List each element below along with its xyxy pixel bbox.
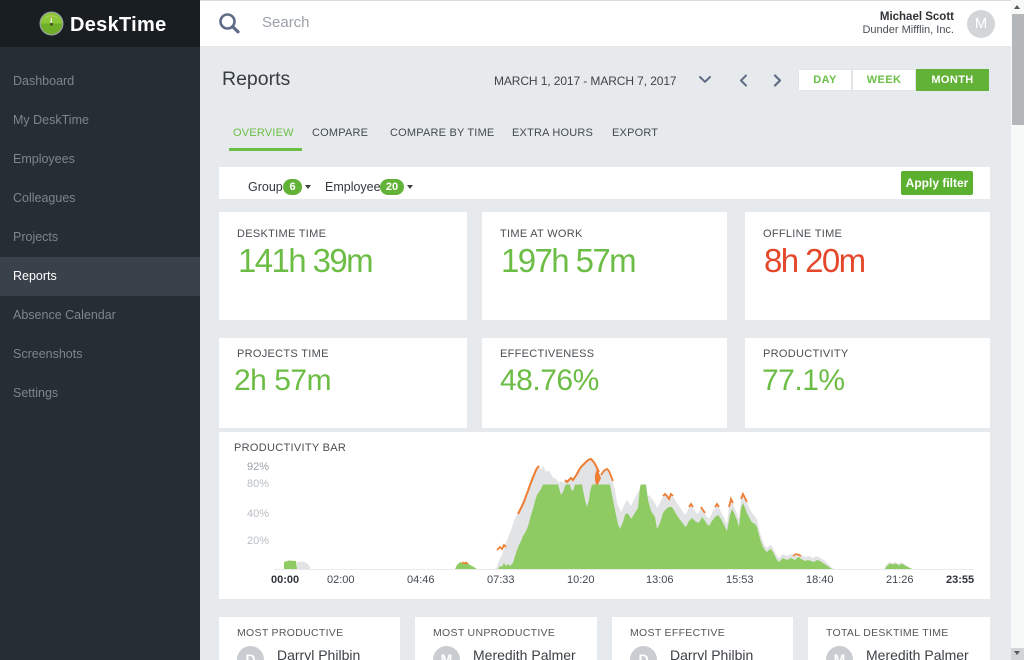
svg-text:40%: 40% [247, 508, 269, 520]
svg-text:80%: 80% [247, 478, 269, 490]
svg-text:92%: 92% [247, 461, 269, 473]
svg-text:20%: 20% [247, 535, 269, 547]
